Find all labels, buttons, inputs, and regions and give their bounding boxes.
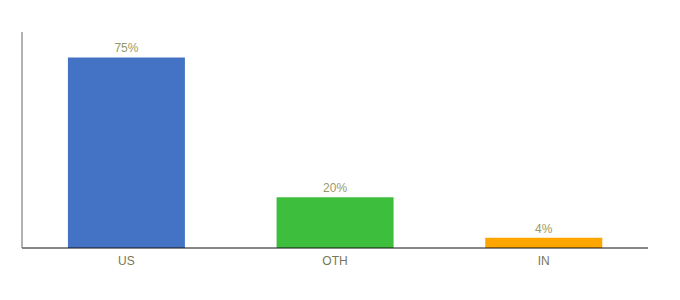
svg-text:75%: 75%: [114, 41, 138, 55]
svg-text:4%: 4%: [535, 222, 553, 236]
svg-text:20%: 20%: [323, 181, 347, 195]
svg-text:IN: IN: [538, 254, 550, 268]
svg-text:OTH: OTH: [322, 254, 347, 268]
svg-text:US: US: [118, 254, 135, 268]
